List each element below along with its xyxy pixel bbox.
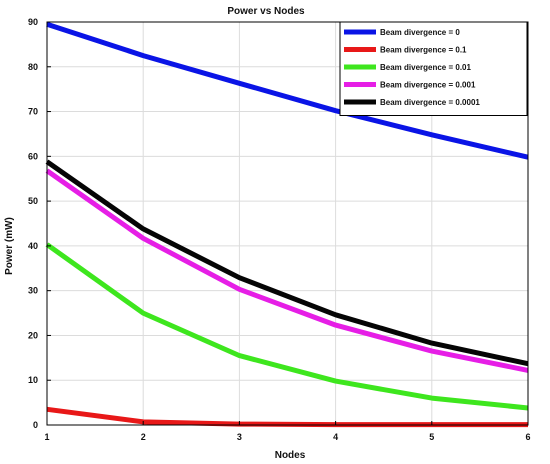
y-tick-label: 90 [28, 17, 38, 27]
y-tick-label: 40 [28, 241, 38, 251]
x-tick-label: 4 [333, 432, 338, 442]
x-tick-label: 5 [429, 432, 434, 442]
y-tick-label: 0 [33, 420, 38, 430]
series-line-0 [46, 21, 529, 160]
x-axis-label: Nodes [275, 450, 306, 461]
plot-area [45, 21, 529, 428]
x-tick-label: 2 [141, 432, 146, 442]
y-axis-label: Power (mW) [4, 217, 15, 275]
legend: Beam divergence = 0 Beam divergence = 0.1… [339, 21, 528, 116]
x-tick-label: 1 [44, 432, 49, 442]
series-line-3 [45, 168, 529, 373]
y-tick-label: 10 [28, 375, 38, 385]
y-tick-label: 80 [28, 62, 38, 72]
series-line-4 [45, 159, 529, 367]
x-tick-label: 3 [237, 432, 242, 442]
y-tick-label: 30 [28, 286, 38, 296]
x-tick-label: 6 [525, 432, 530, 442]
chart-title: Power vs Nodes [227, 6, 305, 17]
series-line-1 [46, 406, 528, 428]
legend-label-2: Beam divergence = 0.01 [380, 63, 471, 72]
series-line-2 [45, 242, 529, 411]
legend-label-0: Beam divergence = 0 [380, 28, 460, 37]
legend-label-4: Beam divergence = 0.0001 [380, 98, 480, 107]
y-tick-label: 50 [28, 196, 38, 206]
y-tick-label: 20 [28, 330, 38, 340]
y-tick-label: 60 [28, 151, 38, 161]
y-tick-label: 70 [28, 107, 38, 117]
plot-frame [46, 21, 529, 426]
legend-label-3: Beam divergence = 0.001 [380, 81, 476, 90]
legend-label-1: Beam divergence = 0.1 [380, 46, 467, 55]
